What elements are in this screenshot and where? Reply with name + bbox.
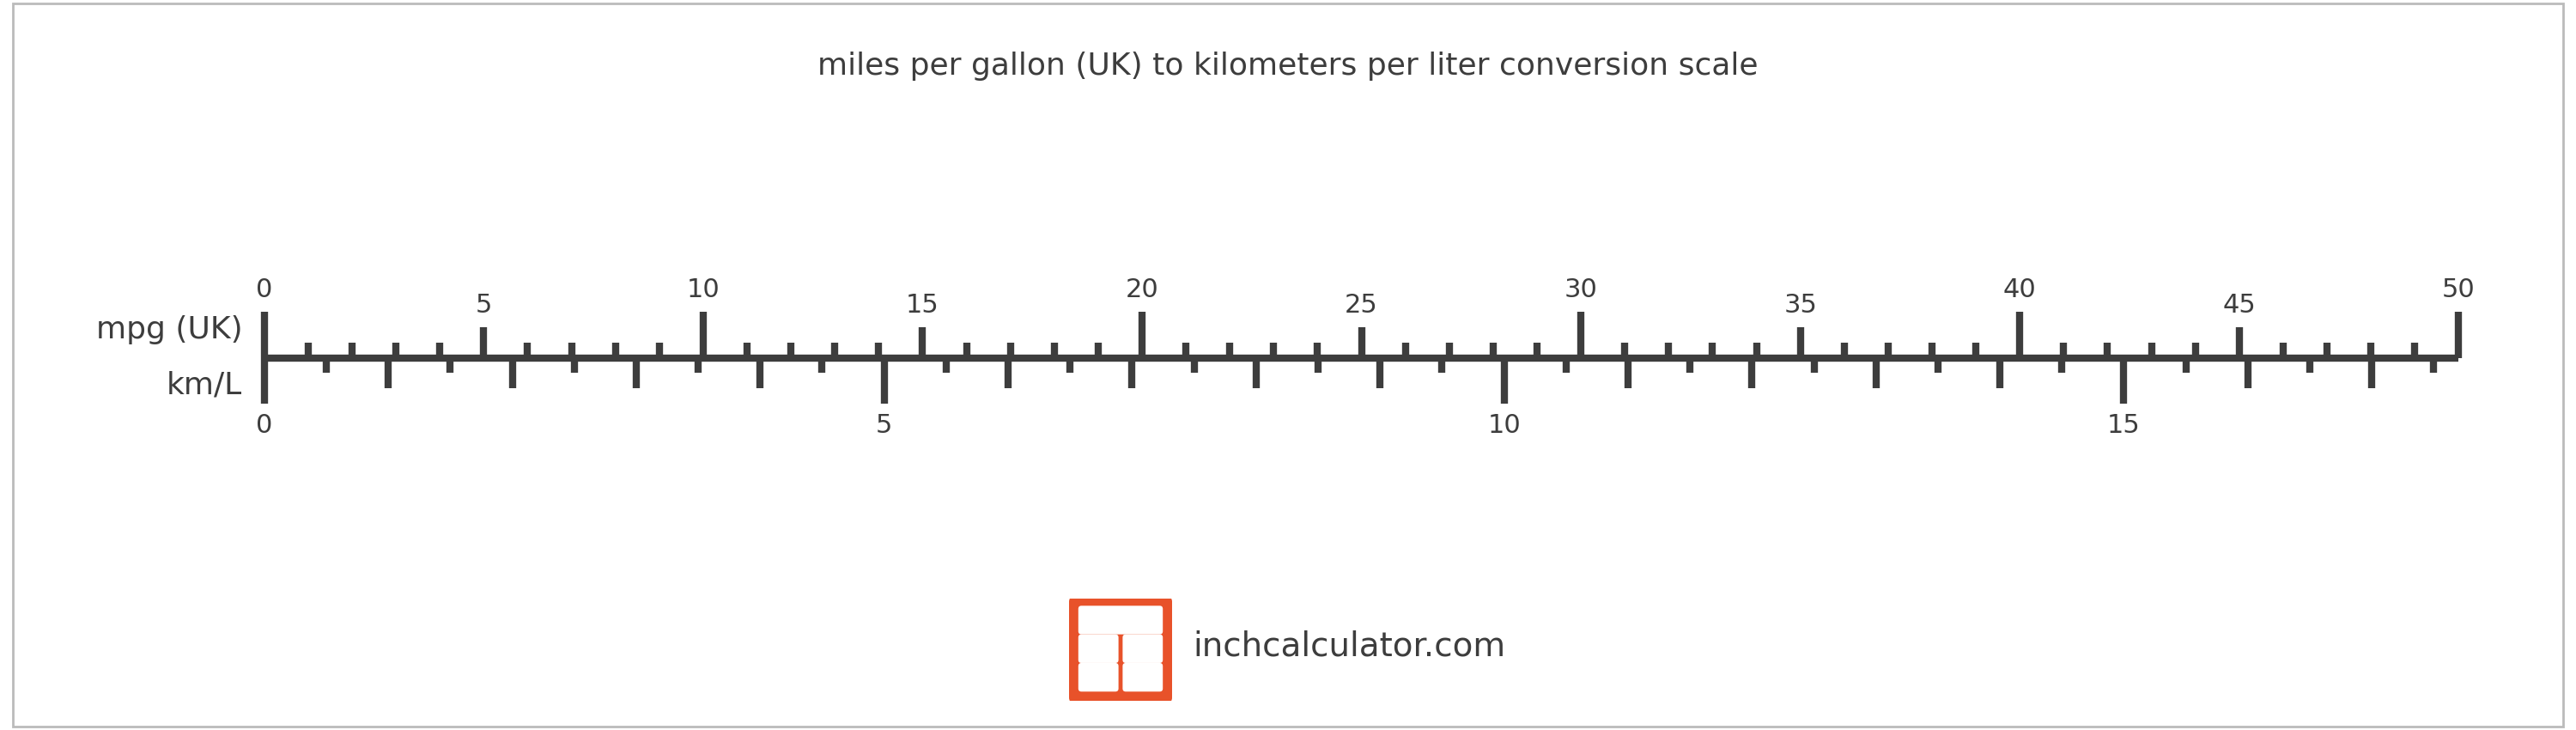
FancyBboxPatch shape [1079, 634, 1118, 663]
FancyBboxPatch shape [1079, 606, 1162, 634]
Text: 15: 15 [2107, 413, 2141, 438]
Text: 35: 35 [1783, 293, 1816, 318]
FancyBboxPatch shape [1123, 634, 1162, 663]
Text: 30: 30 [1564, 277, 1597, 302]
Text: mpg (UK): mpg (UK) [95, 315, 242, 345]
Text: 0: 0 [255, 413, 273, 438]
Text: inchcalculator.com: inchcalculator.com [1193, 630, 1504, 662]
Text: 25: 25 [1345, 293, 1378, 318]
Text: 20: 20 [1126, 277, 1159, 302]
Text: miles per gallon (UK) to kilometers per liter conversion scale: miles per gallon (UK) to kilometers per … [817, 51, 1759, 80]
Text: 10: 10 [688, 277, 719, 302]
FancyBboxPatch shape [1123, 663, 1162, 691]
Text: 15: 15 [907, 293, 940, 318]
Text: 10: 10 [1486, 413, 1520, 438]
Text: 0: 0 [255, 277, 273, 302]
Text: km/L: km/L [167, 371, 242, 400]
Text: 5: 5 [876, 413, 891, 438]
Text: 50: 50 [2442, 277, 2476, 302]
Text: 5: 5 [477, 293, 492, 318]
FancyBboxPatch shape [1079, 663, 1118, 691]
Text: 40: 40 [2004, 277, 2038, 302]
FancyBboxPatch shape [1069, 596, 1172, 703]
Text: 45: 45 [2223, 293, 2257, 318]
